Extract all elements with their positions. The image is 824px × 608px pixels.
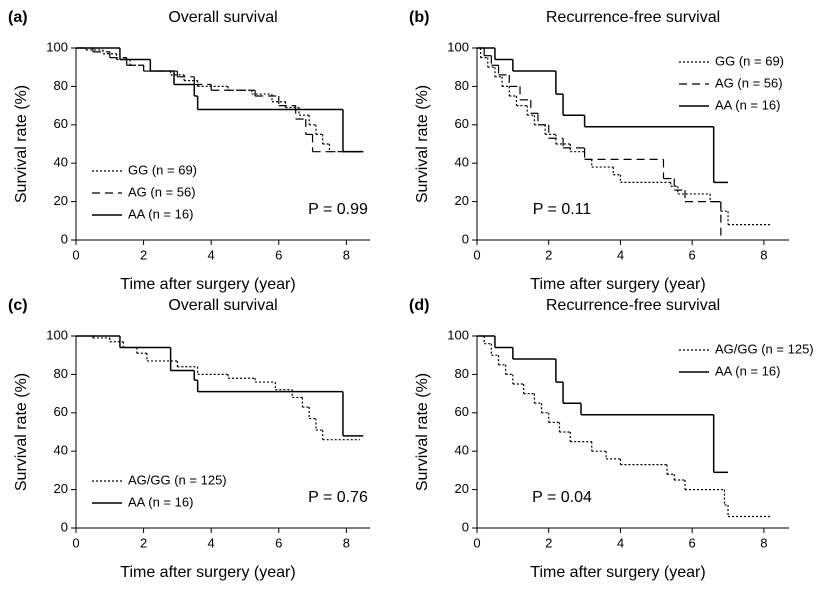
x-tick-label: 8: [343, 247, 350, 262]
y-tick-label: 100: [46, 39, 68, 54]
y-tick-label: 100: [46, 327, 68, 342]
y-axis-label: Survival rate (%): [414, 373, 431, 491]
y-axis-label: Survival rate (%): [414, 85, 431, 203]
x-axis-label: Time after surgery (year): [530, 276, 705, 293]
survival-curve: [477, 47, 729, 184]
x-tick-label: 6: [275, 247, 282, 262]
x-tick-label: 4: [617, 247, 624, 262]
panel: (a) Overall survival Survival rate (%) Time…: [8, 9, 370, 293]
survival-curve: [477, 335, 729, 474]
x-tick-label: 8: [343, 535, 350, 550]
y-axis-label: Survival rate (%): [13, 373, 30, 491]
legend-label: AA (n = 16): [128, 494, 193, 509]
p-value: P = 0.76: [308, 489, 368, 506]
panel-label: (b): [409, 9, 429, 26]
y-tick-label: 0: [61, 231, 68, 246]
legend-label: AG/GG (n = 125): [128, 472, 227, 487]
panel-title: Overall survival: [168, 9, 277, 26]
x-tick-label: 4: [617, 535, 624, 550]
y-tick-label: 80: [54, 366, 68, 381]
x-tick-label: 2: [545, 535, 552, 550]
survival-curve: [76, 335, 360, 441]
y-tick-label: 20: [54, 481, 68, 496]
x-axis-label: Time after surgery (year): [120, 564, 295, 581]
y-tick-label: 80: [54, 78, 68, 93]
x-tick-label: 4: [208, 247, 215, 262]
x-tick-label: 4: [208, 535, 215, 550]
legend-label: AG (n = 56): [128, 184, 196, 199]
x-axis-label: Time after surgery (year): [120, 276, 295, 293]
x-tick-label: 0: [473, 247, 480, 262]
panel-label: (c): [8, 297, 28, 314]
y-tick-label: 0: [61, 519, 68, 534]
legend-label: AA (n = 16): [715, 363, 780, 378]
y-tick-label: 80: [455, 78, 469, 93]
y-tick-label: 60: [54, 116, 68, 131]
y-tick-label: 20: [455, 481, 469, 496]
survival-curve: [477, 47, 772, 226]
survival-curve: [76, 47, 364, 153]
survival-curve: [76, 335, 364, 437]
survival-curve: [477, 335, 772, 518]
legend-label: GG (n = 69): [715, 53, 784, 68]
survival-curve: [76, 47, 360, 153]
panel-title: Overall survival: [168, 297, 277, 314]
p-value: P = 0.11: [533, 201, 592, 218]
x-tick-label: 6: [275, 535, 282, 550]
x-tick-label: 0: [72, 247, 79, 262]
x-tick-label: 6: [689, 247, 696, 262]
panel: (b) Recurrence-free survival Survival rate…: [409, 9, 789, 293]
legend-label: AA (n = 16): [715, 97, 780, 112]
x-tick-label: 0: [473, 535, 480, 550]
panel: (d) Recurrence-free survival Survival rate…: [409, 297, 814, 581]
x-tick-label: 6: [689, 535, 696, 550]
y-tick-label: 40: [54, 443, 68, 458]
y-tick-label: 40: [455, 443, 469, 458]
y-tick-label: 60: [54, 404, 68, 419]
panel-label: (a): [8, 9, 28, 26]
survival-curve: [76, 47, 364, 153]
y-tick-label: 80: [455, 366, 469, 381]
x-tick-label: 8: [760, 535, 767, 550]
x-axis-label: Time after surgery (year): [530, 564, 705, 581]
y-tick-label: 0: [462, 519, 469, 534]
panel: (c) Overall survival Survival rate (%) Time…: [8, 297, 370, 581]
y-tick-label: 60: [455, 116, 469, 131]
y-tick-label: 40: [455, 155, 469, 170]
panel-label: (d): [409, 297, 429, 314]
y-tick-label: 0: [462, 231, 469, 246]
x-tick-label: 2: [140, 247, 147, 262]
y-tick-label: 40: [54, 155, 68, 170]
y-tick-label: 60: [455, 404, 469, 419]
legend-label: GG (n = 69): [128, 162, 197, 177]
x-tick-label: 2: [545, 247, 552, 262]
y-axis-label: Survival rate (%): [13, 85, 30, 203]
legend-label: AG (n = 56): [715, 75, 783, 90]
p-value: P = 0.04: [532, 489, 592, 506]
y-tick-label: 100: [447, 39, 469, 54]
p-value: P = 0.99: [308, 201, 368, 218]
panel-title: Recurrence-free survival: [546, 9, 720, 26]
legend-label: AA (n = 16): [128, 206, 193, 221]
y-tick-label: 20: [54, 193, 68, 208]
x-tick-label: 0: [72, 535, 79, 550]
x-tick-label: 8: [760, 247, 767, 262]
legend-label: AG/GG (n = 125): [715, 341, 814, 356]
y-tick-label: 20: [455, 193, 469, 208]
y-tick-label: 100: [447, 327, 469, 342]
panel-title: Recurrence-free survival: [546, 297, 720, 314]
x-tick-label: 2: [140, 535, 147, 550]
survival-curve: [477, 47, 722, 240]
